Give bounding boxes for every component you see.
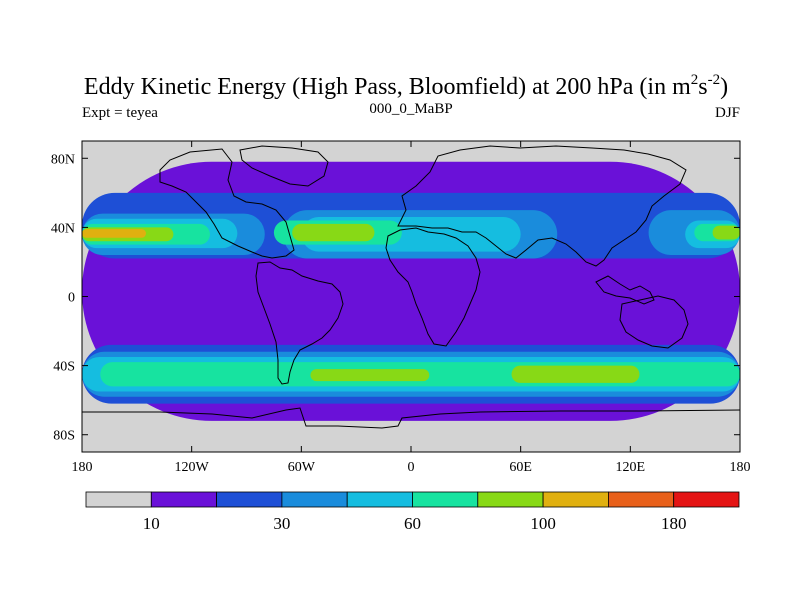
coastline-eurasia [397, 145, 687, 267]
coastline-greenland [239, 145, 329, 187]
y-tick-label: 40S [53, 360, 75, 375]
x-tick-label: 120W [175, 460, 210, 475]
x-tick-label: 0 [408, 460, 415, 475]
chart-subtitle: 000_0_MaBP [369, 101, 452, 117]
x-tick-label: 60E [509, 460, 532, 475]
colorbar-label: 100 [530, 514, 556, 533]
coastline-africa [385, 227, 481, 347]
axis-ticks: 180 120W 60W 0 60E 120E 180 80N 40N 0 40S 80S [51, 141, 751, 475]
x-tick-label: 180 [72, 460, 93, 475]
coastline-layer [82, 145, 740, 429]
colorbar-swatch [85, 491, 152, 508]
colorbar-swatch [673, 491, 740, 508]
colorbar-swatch [542, 491, 609, 508]
colorbar-label: 30 [273, 514, 290, 533]
chart-title: Eddy Kinetic Energy (High Pass, Bloomfie… [84, 72, 728, 100]
x-tick-label: 120E [616, 460, 646, 475]
contour-region-lime [511, 365, 640, 383]
x-tick-label: 180 [730, 460, 751, 475]
coastline-australia [619, 295, 689, 349]
colorbar-label: 180 [661, 514, 687, 533]
contour-fill-layer [82, 161, 740, 421]
colorbar: 10 30 60 100 180 [85, 491, 740, 533]
y-tick-label: 80S [53, 429, 75, 444]
colorbar-swatch [477, 491, 544, 508]
colorbar-swatch [412, 491, 479, 508]
colorbar-swatch [608, 491, 675, 508]
y-tick-label: 0 [68, 291, 75, 306]
contour-region-orange [82, 229, 146, 238]
colorbar-label: 60 [404, 514, 421, 533]
contour-region-lime [712, 225, 740, 240]
coastline-antarctica [82, 407, 740, 429]
contour-region-lime [310, 369, 430, 382]
coastline-maritime [595, 275, 655, 305]
contour-region-lime [292, 223, 375, 242]
coastline-north-america [159, 148, 295, 259]
experiment-label: Expt = teyea [82, 105, 158, 121]
y-tick-label: 40N [51, 221, 75, 236]
x-tick-label: 60W [288, 460, 316, 475]
colorbar-swatch [150, 491, 218, 508]
y-tick-label: 80N [51, 152, 75, 167]
colorbar-swatch [281, 491, 348, 508]
colorbar-swatch [346, 491, 413, 508]
season-label: DJF [715, 105, 740, 121]
colorbar-label: 10 [143, 514, 160, 533]
coastline-south-america [255, 261, 344, 385]
colorbar-swatch [216, 491, 283, 508]
